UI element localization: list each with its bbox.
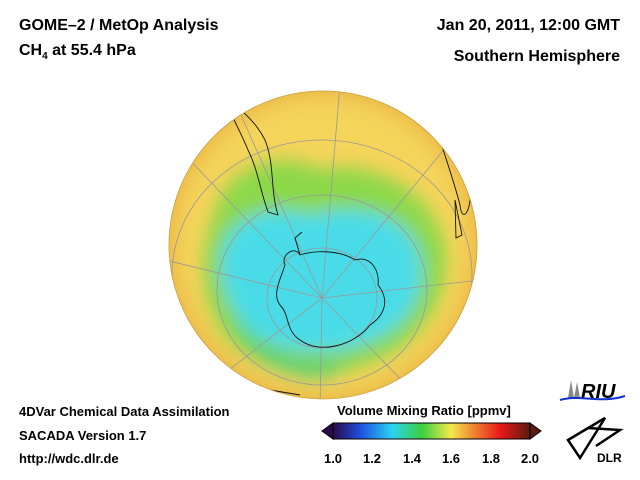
colorbar-title: Volume Mixing Ratio [ppmv] bbox=[337, 403, 511, 418]
pressure-level: at 55.4 hPa bbox=[47, 42, 136, 59]
colorbar-tick: 1.6 bbox=[441, 451, 461, 466]
colorbar-tick: 1.8 bbox=[481, 451, 501, 466]
datetime: Jan 20, 2011, 12:00 GMT bbox=[436, 17, 620, 34]
colorbar bbox=[321, 422, 542, 440]
footer-line2: SACADA Version 1.7 bbox=[19, 428, 147, 443]
svg-text:RIU: RIU bbox=[581, 381, 616, 403]
product-title: GOME–2 / MetOp Analysis bbox=[19, 17, 219, 34]
colorbar-tick: 2.0 bbox=[520, 451, 540, 466]
colorbar-tick: 1.0 bbox=[323, 451, 343, 466]
region: Southern Hemisphere bbox=[453, 48, 620, 65]
website-link[interactable]: http://wdc.dlr.de bbox=[19, 451, 119, 466]
colorbar-tick: 1.4 bbox=[402, 451, 422, 466]
svg-text:DLR: DLR bbox=[597, 451, 622, 465]
species-subscript: 4 bbox=[42, 51, 48, 63]
colorbar-tick: 1.2 bbox=[362, 451, 382, 466]
riu-logo: RIU bbox=[559, 380, 626, 403]
dlr-logo: DLR bbox=[566, 416, 624, 465]
footer-line1: 4DVar Chemical Data Assimilation bbox=[19, 404, 230, 419]
graticule bbox=[169, 91, 477, 399]
species: CH bbox=[19, 42, 43, 59]
species-level: CH4 at 55.4 hPa bbox=[19, 42, 136, 62]
